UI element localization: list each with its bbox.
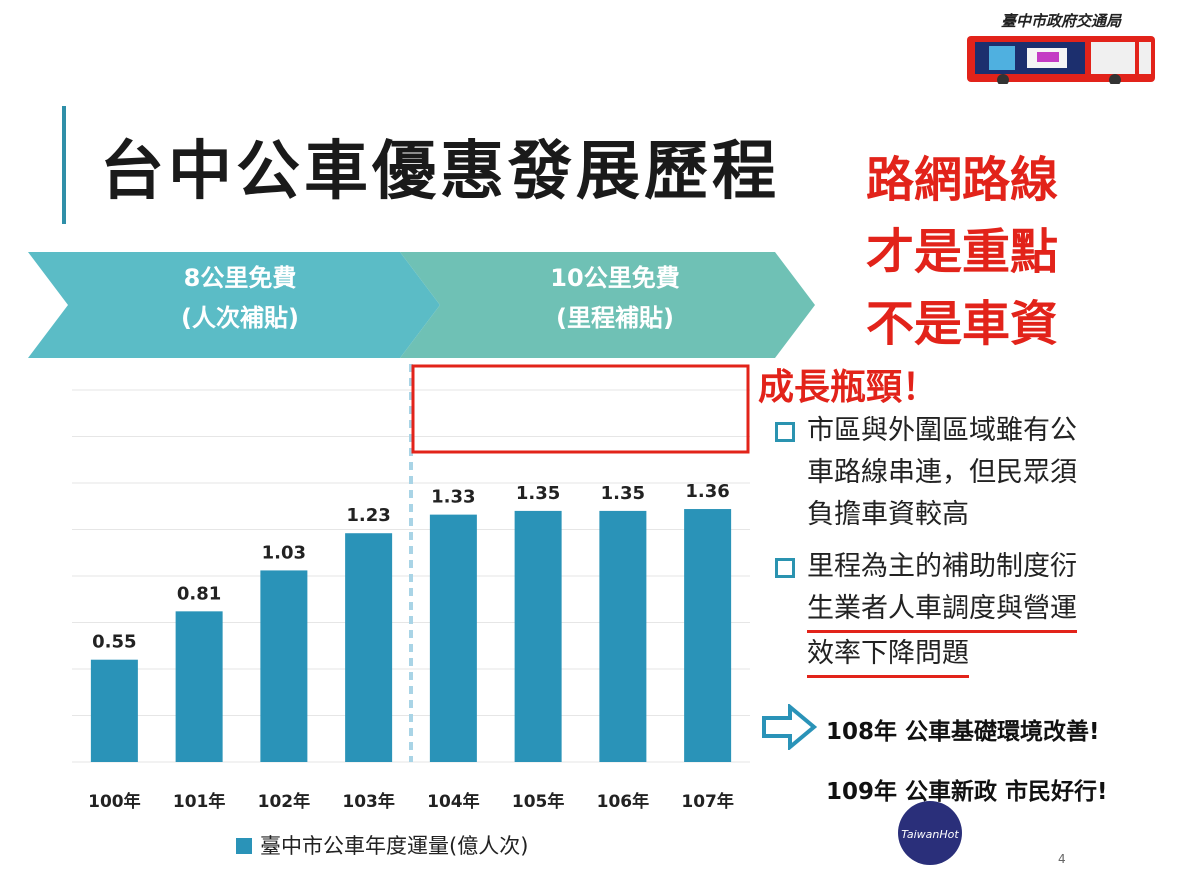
- x-tick-label: 104年: [427, 791, 480, 812]
- plan-108: 108年 公車基礎環境改善!: [826, 719, 1100, 745]
- x-tick-label: 100年: [88, 791, 141, 812]
- org-name: 臺中市政府交通局: [1000, 12, 1121, 30]
- bar: [90, 659, 138, 762]
- data-label: 0.81: [177, 583, 221, 604]
- phase-2-line1: 10公里免費: [550, 264, 680, 292]
- bullet-2-line-1: 里程為主的補助制度衍: [807, 551, 1077, 582]
- x-tick-label: 102年: [258, 791, 311, 812]
- bullet-2-line-3: 效率下降問題: [807, 633, 969, 678]
- slogan-line-1: 路網路線: [866, 152, 1059, 208]
- arrow-right-icon: [762, 704, 818, 750]
- data-label: 1.35: [601, 483, 645, 504]
- bullet-1-text: 市區與外圍區域雖有公 車路線串連，但民眾須 負擔車資較高: [807, 410, 1147, 536]
- data-label: 1.03: [262, 542, 306, 563]
- checkbox-icon: [775, 558, 795, 578]
- data-label: 1.23: [346, 505, 390, 526]
- bar: [429, 514, 477, 762]
- data-label: 0.55: [92, 632, 136, 653]
- slogan-line-3: 不是車資: [866, 296, 1059, 352]
- ridership-bar-chart: 0.55 100年 0.81 101年 1.03 102年 1.23 103年 1.33 104年…: [72, 364, 750, 812]
- bar: [514, 510, 562, 762]
- data-label: 1.33: [431, 487, 475, 508]
- bar: [175, 611, 223, 762]
- phase-chevrons: [28, 252, 815, 358]
- legend-swatch: [236, 838, 252, 854]
- bullet-2-line-2: 生業者人車調度與營運: [807, 588, 1077, 633]
- plan-109: 109年 公車新政 市民好行!: [826, 779, 1108, 805]
- x-tick-label: 106年: [597, 791, 650, 812]
- highlight-box: [411, 364, 750, 454]
- legend-label: 臺中市公車年度運量(億人次): [260, 834, 529, 858]
- x-tick-label: 105年: [512, 791, 565, 812]
- data-label: 1.36: [685, 481, 729, 502]
- checkbox-icon: [775, 422, 795, 442]
- bullet-2: 里程為主的補助制度衍 生業者人車調度與營運 效率下降問題: [775, 546, 1175, 678]
- chart-legend: 臺中市公車年度運量(億人次): [236, 830, 528, 860]
- bus-icon: [967, 36, 1155, 84]
- bottleneck-heading: 成長瓶頸！: [758, 366, 939, 408]
- page-title: 台中公車優惠發展歷程: [100, 135, 780, 209]
- bullet-2-text: 里程為主的補助制度衍 生業者人車調度與營運 效率下降問題: [807, 546, 1147, 678]
- x-tick-label: 101年: [173, 791, 226, 812]
- bar: [345, 533, 393, 762]
- phase-2-label: 10公里免費 (里程補貼): [500, 258, 730, 338]
- phase-2-line2: (里程補貼): [556, 304, 674, 332]
- phase-2-chevron: [400, 252, 815, 358]
- phase-1-line1: 8公里免費: [183, 264, 297, 292]
- bullet-1-line-2: 車路線串連，但民眾須: [807, 457, 1077, 488]
- bullet-1-line-3: 負擔車資較高: [807, 499, 969, 530]
- title-accent-bar: [62, 106, 66, 224]
- page-number: 4: [1058, 852, 1066, 866]
- bullet-1: 市區與外圍區域雖有公 車路線串連，但民眾須 負擔車資較高: [775, 410, 1175, 540]
- watermark-logo: TaiwanHot: [898, 801, 962, 865]
- data-label: 1.35: [516, 483, 560, 504]
- phase-1-label: 8公里免費 (人次補貼): [130, 258, 350, 338]
- slogan-line-2: 才是重點: [866, 224, 1059, 280]
- bar: [599, 510, 647, 762]
- watermark-text: TaiwanHot: [901, 828, 959, 841]
- phase-1-chevron: [28, 252, 440, 358]
- bar: [684, 509, 732, 762]
- x-tick-label: 107年: [681, 791, 734, 812]
- phase-1-line2: (人次補貼): [181, 304, 299, 332]
- bullet-1-line-1: 市區與外圍區域雖有公: [807, 415, 1077, 446]
- org-logo: 臺中市政府交通局: [965, 10, 1157, 86]
- bar: [260, 570, 308, 762]
- x-tick-label: 103年: [342, 791, 395, 812]
